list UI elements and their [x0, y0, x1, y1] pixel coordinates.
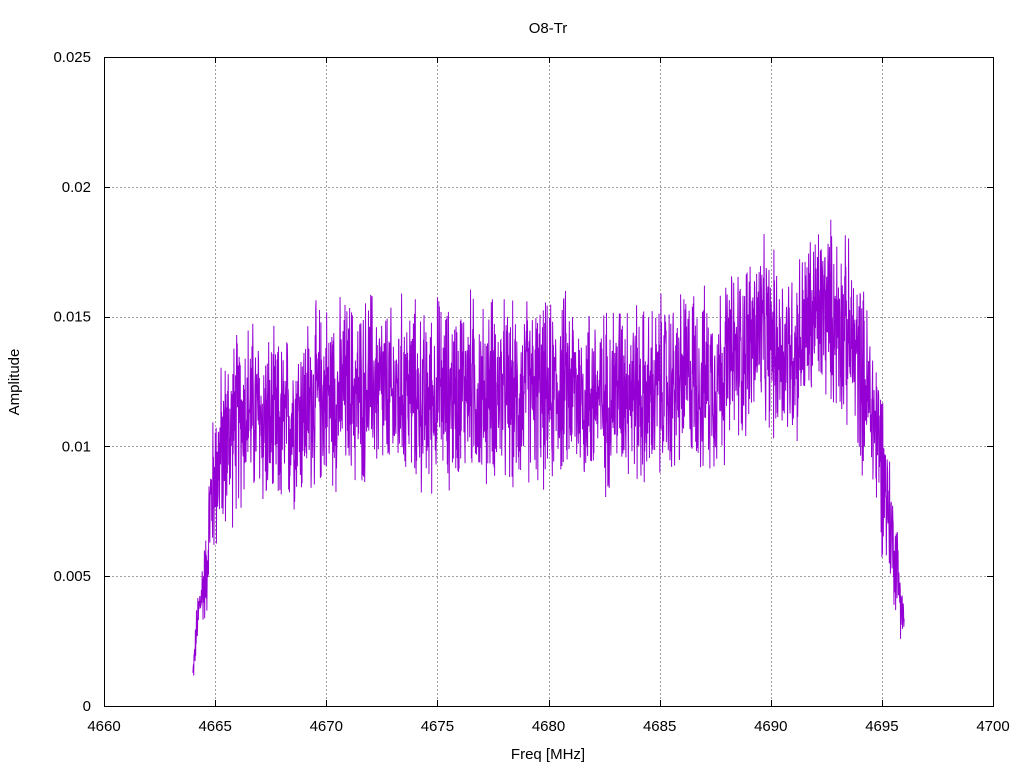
x-tick-labels: 4660 4665 4670 4675 4680 4685 4690 4695 4700: [87, 718, 1009, 735]
y-tick-label: 0.02: [62, 179, 91, 196]
x-tick-label: 4690: [754, 718, 787, 735]
y-tick-label: 0.005: [53, 568, 91, 585]
chart-title: O8-Tr: [529, 20, 568, 37]
x-tick-label: 4670: [310, 718, 343, 735]
axis-ticks: [104, 57, 994, 707]
x-axis-label: Freq [MHz]: [511, 746, 585, 763]
y-tick-label: 0.025: [53, 49, 91, 66]
y-axis-label: Amplitude: [6, 349, 23, 416]
y-tick-label: 0: [83, 698, 91, 715]
x-tick-label: 4680: [532, 718, 565, 735]
x-tick-label: 4700: [976, 718, 1009, 735]
x-tick-label: 4695: [865, 718, 898, 735]
y-tick-label: 0.01: [62, 438, 91, 455]
series-line: [192, 219, 905, 676]
y-tick-label: 0.015: [53, 309, 91, 326]
x-tick-label: 4685: [643, 718, 676, 735]
x-tick-label: 4675: [421, 718, 454, 735]
y-tick-labels: 0 0.005 0.01 0.015 0.02 0.025: [53, 49, 91, 715]
plot-series: [192, 219, 905, 676]
x-tick-label: 4660: [87, 718, 120, 735]
x-tick-label: 4665: [198, 718, 231, 735]
